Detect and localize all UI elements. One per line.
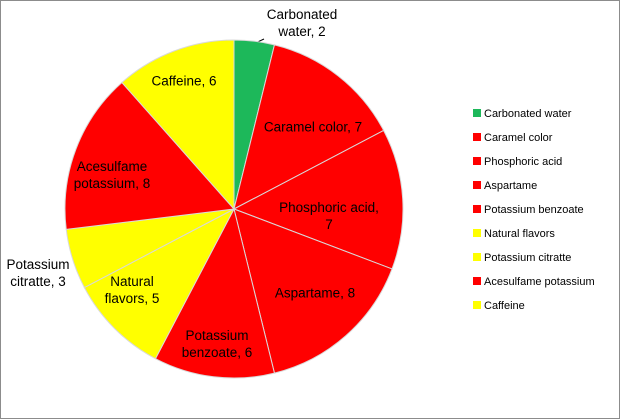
legend-entry: Caffeine bbox=[473, 299, 525, 313]
legend-entry: Potassium benzoate bbox=[473, 203, 584, 217]
data-label: Carbonated water, 2 bbox=[266, 7, 338, 39]
data-label: Potassium citratte, 3 bbox=[6, 257, 70, 289]
legend-swatch bbox=[473, 133, 481, 141]
legend-entry: Caramel color bbox=[473, 131, 552, 145]
pie-slice bbox=[121, 39, 235, 211]
data-label: Acesulfame potassium, 8 bbox=[73, 159, 151, 191]
pie-slice bbox=[233, 208, 393, 374]
legend-entry: Natural flavors bbox=[473, 227, 555, 241]
legend-swatch bbox=[473, 229, 481, 237]
legend-entry: Carbonated water bbox=[473, 107, 571, 121]
legend-label: Aspartame bbox=[484, 180, 538, 192]
legend-label: Acesulfame potassium bbox=[484, 276, 595, 288]
legend-entry: Potassium citratte bbox=[473, 251, 571, 265]
legend-swatch bbox=[473, 109, 481, 117]
data-label: Natural flavors, 5 bbox=[104, 274, 160, 306]
legend-swatch bbox=[473, 157, 481, 165]
legend-entry: Acesulfame potassium bbox=[473, 275, 595, 289]
pie-slice bbox=[83, 207, 236, 360]
legend-label: Potassium benzoate bbox=[484, 204, 584, 216]
legend-label: Natural flavors bbox=[484, 228, 555, 240]
legend-swatch bbox=[473, 205, 481, 213]
data-label: Phosphoric acid, 7 bbox=[279, 200, 379, 232]
pie-slice bbox=[233, 44, 385, 210]
data-label: Aspartame, 8 bbox=[274, 285, 356, 301]
pie-slice bbox=[232, 129, 404, 270]
legend-swatch bbox=[473, 181, 481, 189]
legend-entry: Aspartame bbox=[473, 179, 537, 193]
pie-slice bbox=[154, 207, 276, 379]
legend-swatch bbox=[473, 253, 481, 261]
legend-label: Phosphoric acid bbox=[484, 156, 563, 168]
data-label: Potassium benzoate, 6 bbox=[181, 328, 253, 360]
legend-entry: Phosphoric acid bbox=[473, 155, 562, 169]
legend-label: Potassium citratte bbox=[484, 252, 572, 264]
legend-label: Carbonated water bbox=[484, 108, 572, 120]
data-label: Caramel color, 7 bbox=[263, 119, 363, 135]
legend-label: Caffeine bbox=[484, 300, 525, 312]
legend-swatch bbox=[473, 277, 481, 285]
data-label: Caffeine, 6 bbox=[151, 73, 217, 89]
legend-label: Caramel color bbox=[484, 132, 553, 144]
legend-swatch bbox=[473, 301, 481, 309]
pie-slice bbox=[64, 81, 236, 230]
